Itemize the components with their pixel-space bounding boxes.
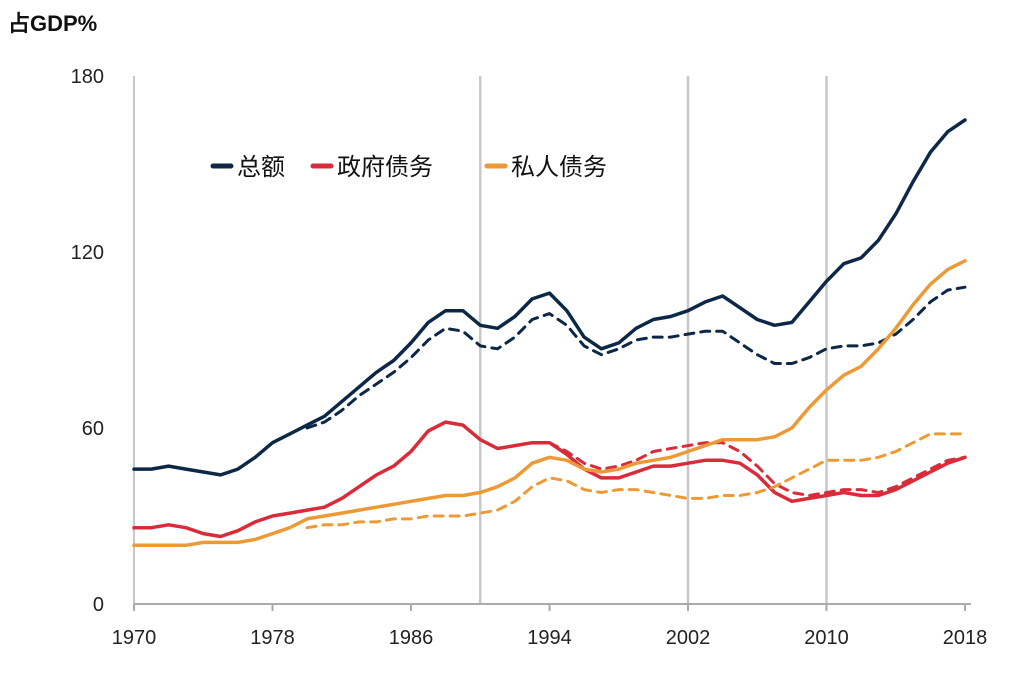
x-tick-label: 2010 (804, 627, 849, 649)
series-line-2-solid (132, 420, 967, 539)
reference-lines (479, 76, 828, 604)
series-line-4-solid (132, 259, 967, 548)
series-lines (132, 118, 967, 548)
legend-label: 私人债务 (511, 153, 607, 181)
y-tick-label: 180 (71, 66, 104, 88)
axes: 0 60 120 180 1970 1978 1986 1994 2002 2010 2018 (71, 66, 988, 649)
legend-label: 总额 (237, 153, 285, 181)
series-line-1-dashed (305, 285, 967, 430)
x-tick-label: 1970 (112, 627, 157, 649)
series-line-5-dashed (305, 432, 967, 530)
x-tick-label: 1994 (527, 627, 572, 649)
y-tick-label: 120 (71, 242, 104, 264)
x-tick-label: 1978 (250, 627, 295, 649)
x-tick-label: 1986 (389, 627, 434, 649)
y-axis-label: 占GDP% (8, 11, 98, 36)
legend: 总额 政府债务 私人债务 (210, 153, 607, 181)
legend-label: 政府债务 (337, 153, 433, 181)
x-tick-label: 2018 (943, 627, 988, 649)
x-tick-label: 2002 (666, 627, 711, 649)
y-tick-label: 0 (93, 594, 104, 616)
y-tick-label: 60 (82, 418, 104, 440)
series-line-0-solid (132, 118, 967, 477)
series-line-3-dashed (548, 441, 967, 497)
